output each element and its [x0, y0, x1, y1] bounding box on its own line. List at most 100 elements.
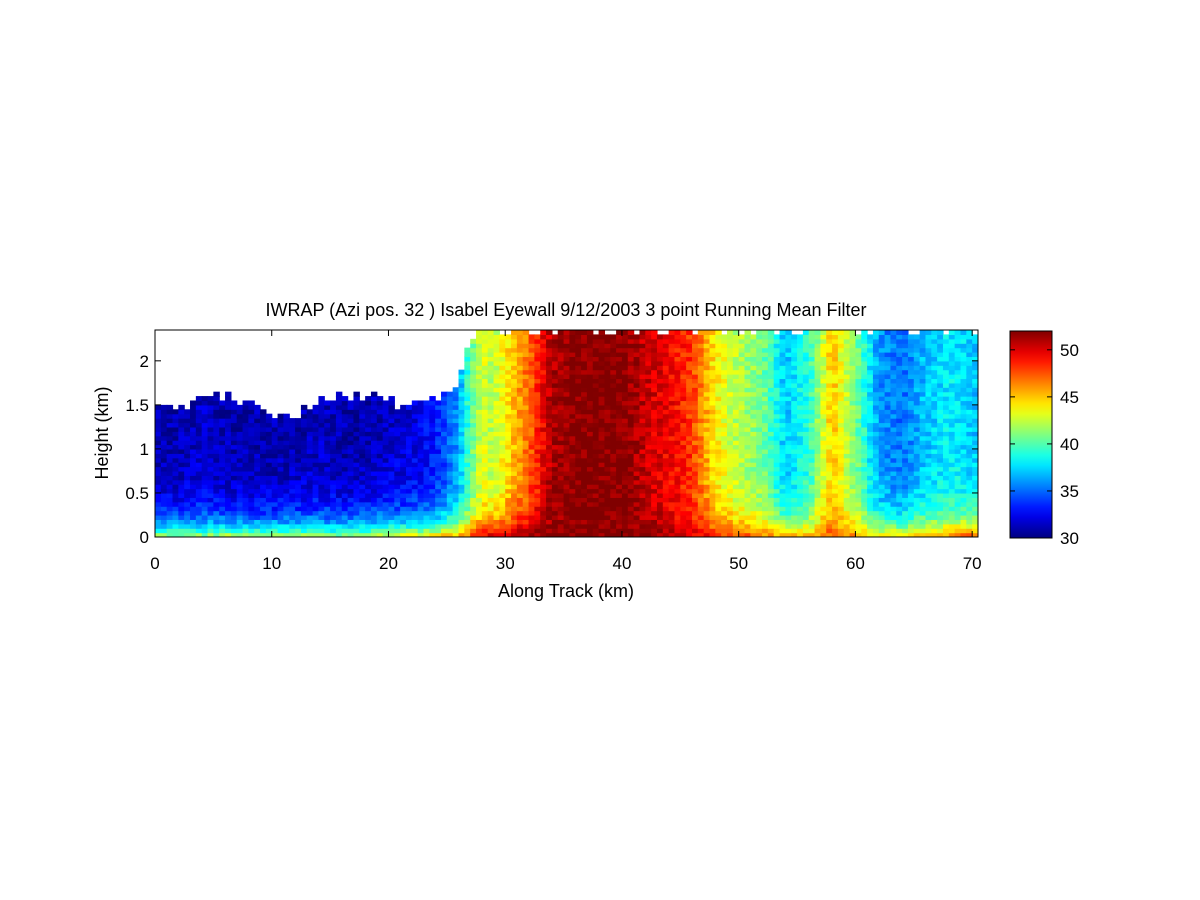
heatmap-cell: [505, 369, 512, 375]
heatmap-cell: [487, 374, 495, 380]
heatmap-cell: [715, 466, 722, 472]
heatmap-cell: [779, 391, 786, 397]
heatmap-cell: [604, 448, 611, 454]
heatmap-cell: [546, 497, 553, 503]
heatmap-cell: [335, 528, 343, 534]
heatmap-cell: [376, 484, 384, 490]
heatmap-cell: [557, 501, 565, 507]
heatmap-cell: [359, 404, 366, 410]
heatmap-cell: [522, 413, 530, 419]
heatmap-cell: [575, 347, 582, 353]
heatmap-cell: [610, 435, 617, 441]
heatmap-cell: [581, 479, 588, 485]
heatmap-cell: [872, 523, 880, 529]
heatmap-cell: [166, 488, 174, 494]
heatmap-cell: [481, 506, 489, 512]
heatmap-cell: [551, 338, 559, 344]
heatmap-cell: [388, 479, 395, 485]
heatmap-cell: [703, 514, 711, 520]
heatmap-cell: [849, 343, 857, 349]
heatmap-cell: [341, 501, 349, 507]
heatmap-cell: [546, 453, 553, 459]
heatmap-cell: [248, 528, 255, 534]
heatmap-cell: [166, 506, 174, 512]
heatmap-cell: [732, 466, 740, 472]
heatmap-cell: [546, 374, 553, 380]
heatmap-cell: [230, 492, 238, 498]
heatmap-cell: [779, 448, 786, 454]
heatmap-cell: [820, 338, 827, 344]
heatmap-cell: [511, 435, 518, 441]
heatmap-cell: [592, 413, 600, 419]
heatmap-cell: [347, 404, 355, 410]
heatmap-cell: [727, 497, 734, 503]
heatmap-cell: [446, 440, 454, 446]
heatmap-cell: [773, 396, 781, 402]
heatmap-cell: [645, 514, 652, 520]
heatmap-cell: [464, 519, 471, 525]
heatmap-cell: [546, 501, 553, 507]
heatmap-cell: [265, 484, 273, 490]
heatmap-cell: [680, 523, 687, 529]
heatmap-cell: [703, 488, 711, 494]
heatmap-cell: [826, 431, 833, 437]
heatmap-cell: [878, 514, 886, 520]
heatmap-cell: [201, 470, 209, 476]
heatmap-cell: [516, 426, 524, 432]
heatmap-cell: [762, 409, 769, 415]
heatmap-cell: [878, 365, 886, 371]
heatmap-cell: [557, 369, 565, 375]
heatmap-cell: [365, 418, 372, 424]
heatmap-cell: [225, 488, 232, 494]
heatmap-cell: [872, 343, 880, 349]
heatmap-cell: [551, 409, 559, 415]
heatmap-cell: [534, 462, 541, 468]
heatmap-cell: [738, 382, 746, 388]
heatmap-cell: [598, 532, 606, 537]
heatmap-cell: [686, 510, 693, 516]
heatmap-cell: [551, 365, 559, 371]
heatmap-cell: [797, 391, 804, 397]
heatmap-cell: [511, 378, 518, 384]
heatmap-cell: [213, 413, 220, 419]
heatmap-cell: [878, 338, 886, 344]
heatmap-cell: [213, 391, 220, 397]
heatmap-cell: [867, 532, 874, 537]
heatmap-cell: [458, 457, 465, 463]
heatmap-cell: [248, 492, 255, 498]
heatmap-cell: [499, 448, 506, 454]
heatmap-cell: [791, 352, 798, 358]
heatmap-cell: [621, 334, 629, 340]
heatmap-cell: [213, 519, 220, 525]
heatmap-cell: [797, 334, 804, 340]
heatmap-cell: [376, 444, 384, 450]
heatmap-cell: [697, 528, 705, 534]
heatmap-cell: [575, 475, 582, 481]
heatmap-cell: [727, 453, 734, 459]
heatmap-cell: [499, 484, 506, 490]
heatmap-cell: [365, 431, 372, 437]
heatmap-cell: [744, 506, 751, 512]
heatmap-cell: [516, 347, 524, 353]
heatmap-cell: [662, 374, 670, 380]
heatmap-cell: [405, 435, 413, 441]
heatmap-cell: [295, 435, 302, 441]
heatmap-cell: [300, 418, 308, 424]
heatmap-cell: [330, 475, 337, 481]
heatmap-cell: [242, 457, 249, 463]
heatmap-cell: [680, 343, 687, 349]
heatmap-cell: [324, 418, 331, 424]
heatmap-cell: [703, 448, 711, 454]
heatmap-cell: [429, 501, 436, 507]
heatmap-cell: [435, 422, 442, 428]
heatmap-cell: [511, 356, 518, 362]
heatmap-cell: [411, 453, 419, 459]
heatmap-cell: [744, 523, 751, 529]
heatmap-cell: [645, 360, 652, 366]
heatmap-cell: [715, 506, 722, 512]
heatmap-cell: [820, 506, 827, 512]
heatmap-cell: [306, 532, 314, 537]
heatmap-cell: [872, 466, 880, 472]
heatmap-cell: [207, 501, 214, 507]
heatmap-cell: [686, 457, 693, 463]
